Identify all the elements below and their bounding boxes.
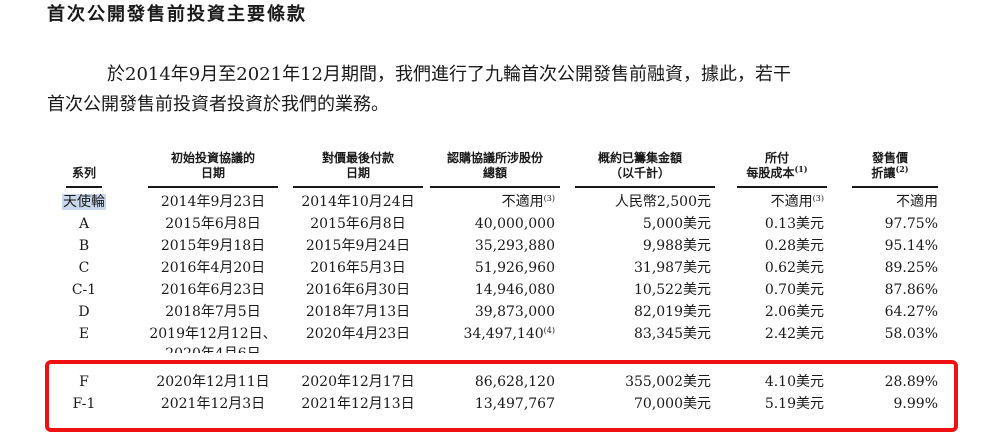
series-label: B <box>78 238 90 254</box>
total-shares: 39,873,000 <box>474 304 555 320</box>
table-row: F-1 2021年12月3日 2021年12月13日 13,497,767 70… <box>0 394 990 415</box>
header-underline <box>430 186 560 188</box>
clipped-date-continuation: 2020年4月6日 <box>148 344 278 353</box>
table-row: D 2018年7月5日 2018年7月13日 39,873,000 82,019… <box>0 302 990 323</box>
amount-raised: 人民幣2,500元 <box>614 194 711 210</box>
amount-raised: 9,988美元 <box>642 238 711 254</box>
series-label: C <box>78 260 90 276</box>
series-label: F <box>79 374 89 390</box>
series-label: C-1 <box>71 282 97 298</box>
final-payment-date: 2020年4月23日 <box>305 326 411 342</box>
initial-date: 2015年6月8日 <box>165 216 261 232</box>
header-underline <box>293 186 423 188</box>
table-row: A 2015年6月8日 2015年6月8日 40,000,000 5,000美元… <box>0 214 990 235</box>
discount: 28.89% <box>884 374 938 390</box>
header-underline <box>737 186 827 188</box>
total-shares: 40,000,000 <box>474 216 555 232</box>
section-title: 首次公開發售前投資主要條款 <box>47 4 307 25</box>
final-payment-date: 2016年6月30日 <box>305 282 411 298</box>
cost-per-share: 不適用(3) <box>770 194 824 210</box>
cost-per-share: 0.62美元 <box>764 260 824 276</box>
amount-raised: 355,002美元 <box>625 374 711 390</box>
table-row: F 2020年12月11日 2020年12月17日 86,628,120 355… <box>0 372 990 393</box>
table-row: C-1 2016年6月23日 2016年6月30日 14,946,080 10,… <box>0 280 990 301</box>
initial-date: 2019年12月12日、 <box>149 326 277 342</box>
header-underline <box>66 186 102 188</box>
header-cost-per-share: 所付 每股成本(1) <box>746 151 808 180</box>
table-row: C 2016年4月20日 2016年5月3日 51,926,960 31,987… <box>0 258 990 279</box>
header-underline <box>575 186 715 188</box>
final-payment-date: 2018年7月13日 <box>305 304 411 320</box>
amount-raised: 70,000美元 <box>634 396 711 412</box>
total-shares: 35,293,880 <box>474 238 555 254</box>
cost-per-share: 5.19美元 <box>764 396 824 412</box>
initial-date: 2018年7月5日 <box>165 304 261 320</box>
discount: 9.99% <box>893 396 938 412</box>
discount: 95.14% <box>884 238 938 254</box>
header-series: 系列 <box>71 166 96 180</box>
total-shares: 86,628,120 <box>474 374 555 390</box>
paragraph-line-1: 於2014年9月至2021年12月期間，我們進行了九輪首次公開發售前融資，據此，… <box>107 64 791 85</box>
table-row: E 2019年12月12日、 2020年4月23日 34,497,140(4) … <box>0 324 990 345</box>
series-label: A <box>78 216 90 232</box>
cost-per-share: 0.28美元 <box>764 238 824 254</box>
discount: 不適用 <box>896 194 938 210</box>
series-label: F-1 <box>72 396 96 412</box>
cost-per-share: 2.06美元 <box>764 304 824 320</box>
cost-per-share: 4.10美元 <box>764 374 824 390</box>
header-discount: 發售價 折讓(2) <box>871 151 909 180</box>
highlight-box <box>45 360 958 432</box>
amount-raised: 10,522美元 <box>634 282 711 298</box>
header-final-payment-date: 對價最後付款 日期 <box>321 151 394 180</box>
total-shares: 34,497,140(4) <box>463 326 555 342</box>
series-label: E <box>78 326 90 342</box>
series-label: D <box>78 304 90 320</box>
intro-paragraph: 於2014年9月至2021年12月期間，我們進行了九輪首次公開發售前融資，據此，… <box>47 60 947 120</box>
discount: 97.75% <box>884 216 938 232</box>
table-row: 天使輪 2014年9月23日 2014年10月24日 不適用(3) 人民幣2,5… <box>0 192 990 213</box>
discount: 64.27% <box>884 304 938 320</box>
header-underline <box>148 186 278 188</box>
table-row: B 2015年9月18日 2015年9月24日 35,293,880 9,988… <box>0 236 990 257</box>
initial-date: 2020年12月11日 <box>156 374 270 390</box>
final-payment-date: 2021年12月13日 <box>301 396 415 412</box>
discount: 87.86% <box>884 282 938 298</box>
amount-raised: 31,987美元 <box>634 260 711 276</box>
final-payment-date: 2015年6月8日 <box>310 216 406 232</box>
amount-raised: 5,000美元 <box>642 216 711 232</box>
amount-raised: 82,019美元 <box>634 304 711 320</box>
discount: 58.03% <box>884 326 938 342</box>
total-shares: 14,946,080 <box>474 282 555 298</box>
header-amount-raised: 概約已籌集金額 （以千計） <box>597 151 682 180</box>
final-payment-date: 2014年10月24日 <box>301 194 415 210</box>
initial-date: 2014年9月23日 <box>160 194 266 210</box>
cost-per-share: 0.13美元 <box>764 216 824 232</box>
initial-date: 2016年6月23日 <box>160 282 266 298</box>
header-total-shares: 認購協議所涉股份 總額 <box>446 151 543 180</box>
total-shares: 51,926,960 <box>474 260 555 276</box>
initial-date: 2015年9月18日 <box>160 238 266 254</box>
paragraph-line-2: 首次公開發售前投資者投資於我們的業務。 <box>47 94 389 115</box>
header-initial-date: 初始投資協議的 日期 <box>170 151 255 180</box>
cost-per-share: 0.70美元 <box>764 282 824 298</box>
total-shares: 13,497,767 <box>474 396 555 412</box>
discount: 89.25% <box>884 260 938 276</box>
final-payment-date: 2015年9月24日 <box>305 238 411 254</box>
series-label: 天使輪 <box>62 194 106 210</box>
amount-raised: 83,345美元 <box>634 326 711 342</box>
header-underline <box>852 186 938 188</box>
cost-per-share: 2.42美元 <box>764 326 824 342</box>
final-payment-date: 2016年5月3日 <box>310 260 406 276</box>
initial-date: 2021年12月3日 <box>160 396 266 412</box>
initial-date: 2016年4月20日 <box>160 260 266 276</box>
total-shares: 不適用(3) <box>501 194 555 210</box>
final-payment-date: 2020年12月17日 <box>301 374 415 390</box>
